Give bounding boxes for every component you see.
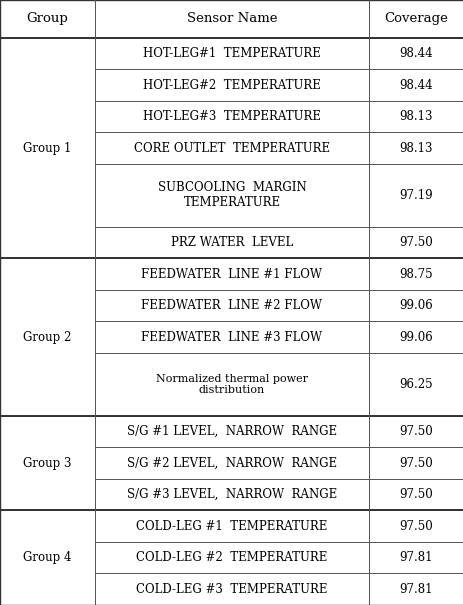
Bar bbox=[368, 38, 463, 70]
Text: SUBCOOLING  MARGIN
TEMPERATURE: SUBCOOLING MARGIN TEMPERATURE bbox=[157, 182, 306, 209]
Bar bbox=[368, 164, 463, 227]
Text: 98.44: 98.44 bbox=[399, 47, 432, 60]
Text: 97.50: 97.50 bbox=[399, 425, 432, 438]
Text: Sensor Name: Sensor Name bbox=[186, 13, 277, 25]
Bar bbox=[95, 0, 368, 38]
Text: PRZ WATER  LEVEL: PRZ WATER LEVEL bbox=[170, 236, 293, 249]
Bar bbox=[95, 132, 368, 164]
Bar bbox=[95, 416, 368, 448]
Text: FEEDWATER  LINE #1 FLOW: FEEDWATER LINE #1 FLOW bbox=[141, 267, 322, 281]
Text: 98.13: 98.13 bbox=[399, 110, 432, 123]
Text: 97.50: 97.50 bbox=[399, 488, 432, 501]
Text: Group 4: Group 4 bbox=[23, 551, 72, 564]
Text: 97.50: 97.50 bbox=[399, 457, 432, 469]
Bar bbox=[368, 101, 463, 132]
Text: 98.44: 98.44 bbox=[399, 79, 432, 91]
Bar bbox=[95, 511, 368, 542]
Text: 98.75: 98.75 bbox=[399, 267, 432, 281]
Bar bbox=[368, 321, 463, 353]
Bar bbox=[368, 448, 463, 479]
Bar bbox=[368, 70, 463, 101]
Text: Normalized thermal power
distribution: Normalized thermal power distribution bbox=[156, 374, 307, 395]
Text: Coverage: Coverage bbox=[384, 13, 447, 25]
Text: HOT-LEG#3  TEMPERATURE: HOT-LEG#3 TEMPERATURE bbox=[143, 110, 320, 123]
Text: 99.06: 99.06 bbox=[399, 331, 432, 344]
Text: 97.81: 97.81 bbox=[399, 583, 432, 596]
Bar bbox=[0, 511, 95, 605]
Bar bbox=[368, 290, 463, 321]
Text: COLD-LEG #1  TEMPERATURE: COLD-LEG #1 TEMPERATURE bbox=[136, 520, 327, 533]
Bar bbox=[95, 353, 368, 416]
Text: 97.81: 97.81 bbox=[399, 551, 432, 564]
Text: 97.50: 97.50 bbox=[399, 236, 432, 249]
Text: COLD-LEG #3  TEMPERATURE: COLD-LEG #3 TEMPERATURE bbox=[136, 583, 327, 596]
Bar bbox=[368, 0, 463, 38]
Text: FEEDWATER  LINE #2 FLOW: FEEDWATER LINE #2 FLOW bbox=[141, 299, 322, 312]
Text: 99.06: 99.06 bbox=[399, 299, 432, 312]
Bar bbox=[95, 290, 368, 321]
Bar bbox=[368, 574, 463, 605]
Bar bbox=[368, 258, 463, 290]
Bar bbox=[95, 258, 368, 290]
Bar bbox=[95, 38, 368, 70]
Bar bbox=[95, 574, 368, 605]
Bar bbox=[368, 353, 463, 416]
Bar bbox=[368, 479, 463, 511]
Bar bbox=[95, 479, 368, 511]
Text: Group 2: Group 2 bbox=[23, 331, 72, 344]
Text: HOT-LEG#1  TEMPERATURE: HOT-LEG#1 TEMPERATURE bbox=[143, 47, 320, 60]
Text: S/G #3 LEVEL,  NARROW  RANGE: S/G #3 LEVEL, NARROW RANGE bbox=[126, 488, 337, 501]
Text: Group: Group bbox=[27, 13, 68, 25]
Bar bbox=[95, 448, 368, 479]
Text: HOT-LEG#2  TEMPERATURE: HOT-LEG#2 TEMPERATURE bbox=[143, 79, 320, 91]
Text: 98.13: 98.13 bbox=[399, 142, 432, 155]
Text: FEEDWATER  LINE #3 FLOW: FEEDWATER LINE #3 FLOW bbox=[141, 331, 322, 344]
Bar bbox=[368, 416, 463, 448]
Bar bbox=[368, 132, 463, 164]
Text: 96.25: 96.25 bbox=[399, 378, 432, 391]
Bar bbox=[95, 542, 368, 574]
Bar bbox=[95, 227, 368, 258]
Text: S/G #2 LEVEL,  NARROW  RANGE: S/G #2 LEVEL, NARROW RANGE bbox=[127, 457, 336, 469]
Bar bbox=[0, 258, 95, 416]
Text: 97.50: 97.50 bbox=[399, 520, 432, 533]
Bar bbox=[368, 542, 463, 574]
Bar bbox=[95, 70, 368, 101]
Bar bbox=[95, 101, 368, 132]
Text: Group 1: Group 1 bbox=[23, 142, 72, 155]
Bar bbox=[368, 227, 463, 258]
Text: Group 3: Group 3 bbox=[23, 457, 72, 469]
Text: CORE OUTLET  TEMPERATURE: CORE OUTLET TEMPERATURE bbox=[134, 142, 329, 155]
Text: S/G #1 LEVEL,  NARROW  RANGE: S/G #1 LEVEL, NARROW RANGE bbox=[127, 425, 336, 438]
Bar bbox=[95, 321, 368, 353]
Bar bbox=[95, 164, 368, 227]
Bar bbox=[0, 38, 95, 258]
Bar bbox=[368, 511, 463, 542]
Text: 97.19: 97.19 bbox=[399, 189, 432, 202]
Text: COLD-LEG #2  TEMPERATURE: COLD-LEG #2 TEMPERATURE bbox=[136, 551, 327, 564]
Bar bbox=[0, 0, 95, 38]
Bar bbox=[0, 416, 95, 511]
